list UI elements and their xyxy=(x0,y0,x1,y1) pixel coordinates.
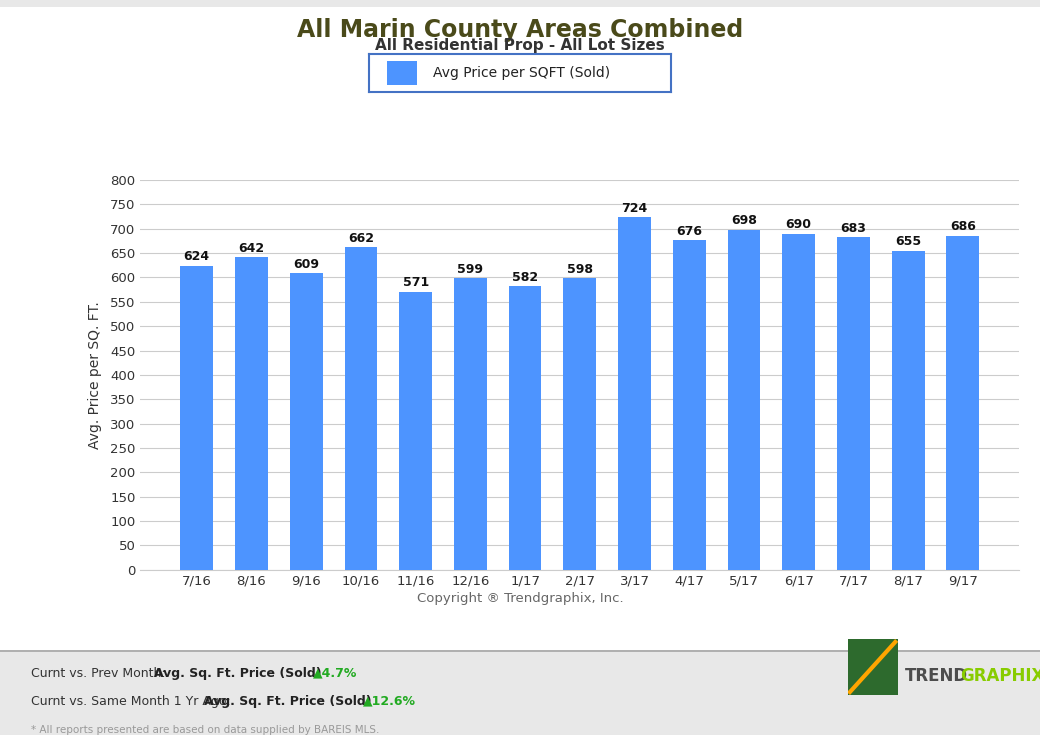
Text: 698: 698 xyxy=(731,215,757,227)
Text: 571: 571 xyxy=(402,276,428,289)
Text: Avg. Sq. Ft. Price (Sold): Avg. Sq. Ft. Price (Sold) xyxy=(204,695,375,708)
Bar xyxy=(344,247,378,570)
Text: 686: 686 xyxy=(950,220,976,233)
Text: Avg. Sq. Ft. Price (Sold): Avg. Sq. Ft. Price (Sold) xyxy=(154,667,326,680)
Text: 676: 676 xyxy=(676,225,702,238)
Bar xyxy=(782,234,815,570)
Text: Avg Price per SQFT (Sold): Avg Price per SQFT (Sold) xyxy=(433,65,609,80)
Text: 642: 642 xyxy=(238,242,264,254)
Bar xyxy=(946,236,980,570)
Text: 599: 599 xyxy=(458,262,484,276)
Text: 662: 662 xyxy=(348,232,374,245)
Text: ▲12.6%: ▲12.6% xyxy=(363,695,416,708)
Text: * All reports presented are based on data supplied by BAREIS MLS.: * All reports presented are based on dat… xyxy=(31,725,380,735)
Bar xyxy=(728,230,760,570)
Bar xyxy=(564,279,596,570)
Text: 690: 690 xyxy=(785,218,811,232)
Text: Curnt vs. Same Month 1 Yr Ago:: Curnt vs. Same Month 1 Yr Ago: xyxy=(31,695,235,708)
Text: TREND: TREND xyxy=(905,667,968,684)
Text: GRAPHIX: GRAPHIX xyxy=(960,667,1040,684)
Bar xyxy=(891,251,925,570)
Text: 582: 582 xyxy=(512,270,538,284)
Bar xyxy=(453,278,487,570)
Text: 624: 624 xyxy=(184,251,210,263)
Text: ▲4.7%: ▲4.7% xyxy=(313,667,358,680)
Bar xyxy=(387,60,417,85)
Text: 683: 683 xyxy=(840,222,866,234)
Text: 655: 655 xyxy=(895,235,921,248)
Bar xyxy=(180,266,213,570)
Bar xyxy=(509,286,542,570)
Bar xyxy=(837,237,869,570)
Text: 724: 724 xyxy=(621,201,648,215)
Text: All Residential Prop - All Lot Sizes: All Residential Prop - All Lot Sizes xyxy=(375,38,665,53)
Bar xyxy=(235,257,268,570)
Bar xyxy=(673,240,706,570)
Bar xyxy=(290,273,322,570)
Text: 609: 609 xyxy=(293,258,319,270)
Text: All Marin County Areas Combined: All Marin County Areas Combined xyxy=(296,18,744,43)
Text: Copyright ® Trendgraphix, Inc.: Copyright ® Trendgraphix, Inc. xyxy=(417,592,623,605)
Bar xyxy=(399,292,432,570)
Y-axis label: Avg. Price per SQ. FT.: Avg. Price per SQ. FT. xyxy=(87,301,102,449)
Text: Curnt vs. Prev Month:: Curnt vs. Prev Month: xyxy=(31,667,170,680)
Bar xyxy=(618,217,651,570)
Text: 598: 598 xyxy=(567,263,593,276)
